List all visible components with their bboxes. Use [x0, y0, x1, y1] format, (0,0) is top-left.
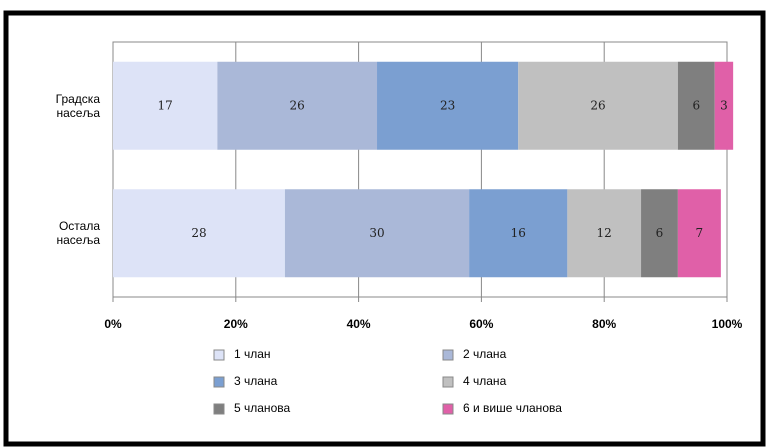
bar-segment — [714, 61, 734, 150]
data-label: 12 — [597, 226, 612, 240]
legend-swatch — [213, 403, 225, 415]
data-label: 26 — [290, 98, 305, 112]
legend-label: 4 члана — [463, 374, 507, 388]
frame — [3, 10, 766, 447]
bar-segment — [677, 189, 721, 278]
bar-segment — [377, 61, 519, 150]
data-label: 7 — [696, 226, 704, 240]
data-label: 6 — [656, 226, 664, 240]
legend-label: 3 члана — [234, 374, 278, 388]
category-label: Градска насеља — [55, 91, 100, 120]
legend-label: 6 и више чланова — [463, 401, 562, 415]
data-label: 26 — [590, 98, 605, 112]
bar-segment — [641, 189, 678, 278]
legend-label: 5 чланова — [234, 401, 290, 415]
data-label: 16 — [511, 226, 526, 240]
x-tick-label: 0% — [104, 317, 122, 331]
legend-swatch — [213, 376, 225, 388]
x-tick-label: 40% — [347, 317, 371, 331]
data-label: 28 — [191, 226, 206, 240]
bar-segment — [113, 61, 218, 150]
bar-segment — [284, 189, 470, 278]
data-label: 17 — [158, 98, 173, 112]
x-tick-label: 60% — [469, 317, 493, 331]
bar-segment — [469, 189, 568, 278]
x-tick-label: 80% — [592, 317, 616, 331]
legend-swatch — [442, 349, 454, 361]
legend-swatch — [442, 376, 454, 388]
legend-swatch — [213, 349, 225, 361]
bar-segment — [217, 61, 378, 150]
legend-label: 2 члана — [463, 347, 507, 361]
bar-segment — [518, 61, 678, 150]
bar-segment — [567, 189, 642, 278]
legend-swatch — [442, 403, 454, 415]
bar-segment — [677, 61, 715, 150]
legend-label: 1 члан — [234, 347, 271, 361]
data-label: 3 — [720, 98, 728, 112]
bar-segment — [113, 189, 285, 278]
x-tick-label: 20% — [224, 317, 248, 331]
data-label: 30 — [369, 226, 384, 240]
data-label: 23 — [440, 98, 455, 112]
data-label: 6 — [692, 98, 700, 112]
x-tick-label: 100% — [712, 317, 743, 331]
category-label: Остала насеља — [56, 219, 100, 248]
